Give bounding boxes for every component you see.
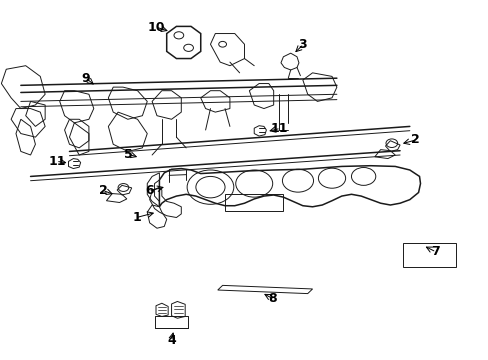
Bar [402, 243, 455, 267]
Text: 10: 10 [147, 21, 164, 33]
Text: 7: 7 [430, 245, 439, 258]
Text: 1: 1 [132, 211, 141, 224]
Text: 11: 11 [48, 155, 66, 168]
Text: 5: 5 [124, 148, 133, 161]
Text: 4: 4 [167, 333, 176, 347]
Bar [224, 194, 283, 211]
Text: 2: 2 [99, 184, 108, 197]
Text: 3: 3 [298, 39, 306, 51]
Text: 6: 6 [145, 184, 154, 197]
Text: 9: 9 [81, 72, 90, 85]
Text: 2: 2 [410, 134, 419, 147]
Text: 11: 11 [270, 122, 287, 135]
Text: 8: 8 [268, 292, 276, 305]
